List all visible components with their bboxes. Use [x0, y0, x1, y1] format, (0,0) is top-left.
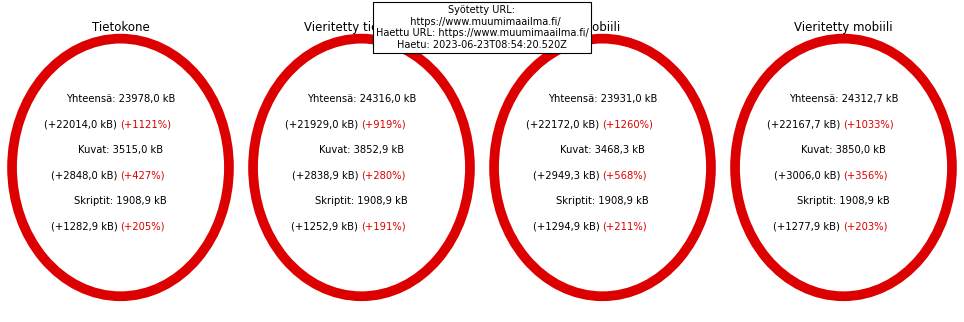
Text: Skriptit: 1908,9 kB: Skriptit: 1908,9 kB	[797, 196, 890, 206]
Text: Skriptit: 1908,9 kB: Skriptit: 1908,9 kB	[315, 196, 408, 206]
Text: Yhteensä: 24316,0 kB: Yhteensä: 24316,0 kB	[307, 94, 416, 104]
Text: (+1260%): (+1260%)	[602, 119, 654, 129]
Text: (+568%): (+568%)	[602, 170, 647, 180]
Text: (+356%): (+356%)	[844, 170, 888, 180]
Text: (+205%): (+205%)	[120, 221, 165, 231]
Text: (+1277,9 kB): (+1277,9 kB)	[773, 221, 844, 231]
Text: Tietokone: Tietokone	[92, 21, 149, 33]
Text: (+22014,0 kB): (+22014,0 kB)	[44, 119, 120, 129]
Text: Syötetty URL:
  https://www.muumimaailma.fi/
Haettu URL: https://www.muumimaailm: Syötetty URL: https://www.muumimaailma.f…	[376, 5, 588, 50]
Text: Yhteensä: 23931,0 kB: Yhteensä: 23931,0 kB	[548, 94, 657, 104]
Text: (+1033%): (+1033%)	[844, 119, 895, 129]
Text: (+211%): (+211%)	[602, 221, 647, 231]
Text: Yhteensä: 23978,0 kB: Yhteensä: 23978,0 kB	[66, 94, 175, 104]
Text: Kuvat: 3850,0 kB: Kuvat: 3850,0 kB	[801, 145, 886, 155]
Text: (+1282,9 kB): (+1282,9 kB)	[51, 221, 120, 231]
Text: Kuvat: 3852,9 kB: Kuvat: 3852,9 kB	[319, 145, 404, 155]
Text: (+2838,9 kB): (+2838,9 kB)	[292, 170, 362, 180]
Text: (+280%): (+280%)	[362, 170, 406, 180]
Text: Skriptit: 1908,9 kB: Skriptit: 1908,9 kB	[556, 196, 649, 206]
Text: (+1121%): (+1121%)	[120, 119, 172, 129]
Text: (+191%): (+191%)	[362, 221, 406, 231]
Text: Yhteensä: 24312,7 kB: Yhteensä: 24312,7 kB	[789, 94, 898, 104]
Text: (+1294,9 kB): (+1294,9 kB)	[533, 221, 602, 231]
Text: (+427%): (+427%)	[120, 170, 165, 180]
Text: (+919%): (+919%)	[362, 119, 406, 129]
Text: (+3006,0 kB): (+3006,0 kB)	[774, 170, 844, 180]
Text: Kuvat: 3468,3 kB: Kuvat: 3468,3 kB	[560, 145, 645, 155]
Text: (+203%): (+203%)	[844, 221, 888, 231]
Text: Vieritetty tietokone: Vieritetty tietokone	[305, 21, 418, 33]
Text: (+22172,0 kB): (+22172,0 kB)	[526, 119, 602, 129]
Text: Mobiili: Mobiili	[583, 21, 622, 33]
Text: (+22167,7 kB): (+22167,7 kB)	[767, 119, 844, 129]
Text: Vieritetty mobiili: Vieritetty mobiili	[794, 21, 893, 33]
Text: (+1252,9 kB): (+1252,9 kB)	[291, 221, 362, 231]
Text: (+2949,3 kB): (+2949,3 kB)	[533, 170, 602, 180]
Text: Skriptit: 1908,9 kB: Skriptit: 1908,9 kB	[74, 196, 167, 206]
Text: Kuvat: 3515,0 kB: Kuvat: 3515,0 kB	[78, 145, 163, 155]
Text: (+21929,0 kB): (+21929,0 kB)	[285, 119, 362, 129]
Text: (+2848,0 kB): (+2848,0 kB)	[51, 170, 120, 180]
